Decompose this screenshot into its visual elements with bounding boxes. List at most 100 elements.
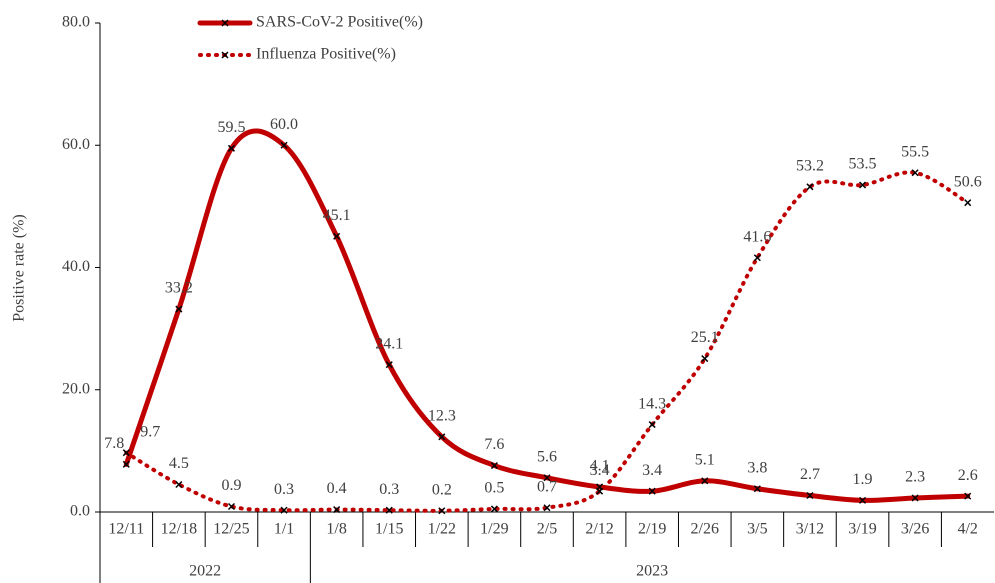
data-point [753, 485, 761, 493]
marker-part [227, 502, 236, 511]
y-tick-label: 20.0 [62, 380, 90, 397]
y-tick-label: 40.0 [62, 258, 90, 275]
data-point [490, 505, 498, 513]
y-tick-label: 60.0 [62, 136, 90, 153]
marker-part [122, 460, 130, 468]
data-label: 14.3 [638, 395, 666, 412]
legend-label: Influenza Positive(%) [256, 46, 396, 63]
y-axis-label: Positive rate (%) [11, 214, 28, 322]
marker-part [385, 361, 393, 369]
data-label: 0.7 [537, 478, 557, 495]
data-label: 7.6 [484, 436, 504, 453]
x-tick-label: 12/18 [161, 521, 197, 538]
year-label: 2023 [636, 563, 668, 580]
data-label: 3.4 [590, 462, 610, 479]
marker-part [753, 254, 761, 262]
data-label: 0.4 [327, 480, 347, 497]
data-point [648, 487, 656, 495]
data-point [806, 491, 814, 500]
marker-part [280, 141, 288, 149]
data-point [648, 421, 656, 429]
data-point [858, 181, 867, 189]
x-tick-label: 3/19 [848, 521, 876, 538]
data-point [806, 183, 814, 191]
data-point [911, 169, 919, 177]
legend-marker [221, 51, 229, 59]
legend-label: SARS-CoV-2 Positive(%) [256, 14, 423, 31]
x-tick-label: 3/12 [796, 521, 824, 538]
series-line [124, 170, 970, 513]
data-label: 0.5 [484, 480, 504, 497]
data-label: 4.1 [590, 458, 610, 475]
x-tick-label: 1/1 [274, 521, 294, 538]
data-point [438, 507, 446, 515]
marker-part [964, 492, 972, 500]
marker-part [648, 421, 656, 429]
data-label: 0.3 [379, 481, 399, 498]
data-label: 3.4 [642, 462, 662, 479]
x-tick-label: 1/29 [480, 521, 508, 538]
marker-part [596, 487, 604, 495]
data-label: 60.0 [270, 116, 298, 133]
marker-part [438, 433, 446, 441]
data-point [227, 502, 236, 511]
data-point [964, 199, 972, 207]
data-point [701, 477, 709, 485]
data-label: 0.9 [221, 477, 241, 494]
data-label: 2.7 [800, 466, 820, 483]
data-label: 41.6 [743, 228, 771, 245]
marker-part [122, 449, 130, 457]
data-label: 33.2 [165, 280, 193, 297]
data-label: 1.9 [853, 471, 873, 488]
data-point [175, 305, 183, 313]
data-point [333, 232, 341, 240]
year-label: 2022 [189, 563, 221, 580]
data-label: 59.5 [217, 119, 245, 136]
data-point [753, 254, 761, 262]
data-label: 25.1 [691, 329, 719, 346]
y-tick-label: 80.0 [62, 14, 90, 31]
marker-part [753, 485, 761, 493]
data-label: 53.2 [796, 157, 824, 174]
marker-part [701, 477, 709, 485]
marker-part [806, 491, 814, 500]
data-label: 55.5 [901, 143, 929, 160]
marker-part [911, 494, 919, 502]
marker-part [221, 19, 229, 27]
marker-part [333, 232, 341, 240]
marker-part [490, 505, 498, 513]
data-label: 0.3 [274, 481, 294, 498]
marker-part [438, 507, 446, 515]
y-tick-label: 0.0 [70, 503, 90, 520]
data-point [543, 474, 551, 482]
marker-part [648, 487, 656, 495]
data-point [280, 506, 288, 514]
data-point [385, 506, 393, 514]
marker-part [858, 496, 867, 504]
marker-part [175, 480, 183, 489]
marker-part [490, 462, 498, 470]
marker-part [964, 199, 972, 207]
data-label: 9.7 [140, 423, 160, 440]
data-point [280, 141, 288, 149]
data-label: 53.5 [849, 156, 877, 173]
x-tick-label: 2/5 [537, 521, 557, 538]
data-point [543, 504, 551, 512]
data-point [964, 492, 972, 500]
data-label: 24.1 [375, 335, 403, 352]
x-tick-label: 2/19 [638, 521, 666, 538]
data-label: 0.2 [432, 481, 452, 498]
marker-part [280, 506, 288, 514]
data-label: 2.6 [958, 467, 978, 484]
data-point [333, 506, 341, 514]
data-point [596, 487, 604, 495]
marker-part [858, 181, 867, 189]
x-tick-label: 1/8 [326, 521, 346, 538]
data-point [227, 144, 236, 152]
data-point [911, 494, 919, 502]
x-tick-label: 12/11 [108, 521, 144, 538]
x-tick-label: 12/25 [213, 521, 249, 538]
marker-part [227, 144, 236, 152]
data-label: 5.1 [695, 451, 715, 468]
